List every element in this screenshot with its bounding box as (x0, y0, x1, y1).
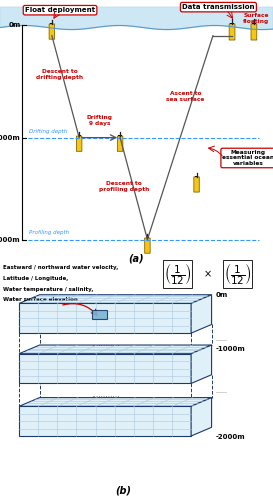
Text: Ascent to
sea surface: Ascent to sea surface (167, 92, 205, 102)
Text: ......: ...... (216, 338, 228, 342)
FancyBboxPatch shape (145, 238, 150, 253)
FancyBboxPatch shape (229, 24, 235, 40)
Text: Water surface elevation: Water surface elevation (3, 298, 78, 302)
Text: Measuring
essential ocean
variables: Measuring essential ocean variables (222, 150, 273, 166)
Polygon shape (19, 304, 191, 333)
Text: Float deployment: Float deployment (25, 7, 95, 13)
Polygon shape (191, 398, 212, 436)
Text: ......: ...... (216, 389, 228, 394)
Text: Surface
floating: Surface floating (243, 13, 269, 24)
Text: (b): (b) (115, 486, 131, 496)
Text: $\left(\dfrac{1}{12}\right)^{}$: $\left(\dfrac{1}{12}\right)^{}$ (164, 260, 191, 286)
Bar (146, 237, 149, 238)
Text: -2000m: -2000m (0, 236, 20, 242)
Bar (252, 22, 256, 24)
Text: Latitude / Longitude,: Latitude / Longitude, (3, 276, 68, 280)
Text: Descent to
drifting depth: Descent to drifting depth (37, 69, 84, 80)
Text: Profiling depth: Profiling depth (29, 230, 69, 235)
FancyBboxPatch shape (76, 136, 82, 152)
Text: -1000m: -1000m (0, 134, 20, 140)
Polygon shape (191, 345, 212, 384)
Polygon shape (19, 398, 212, 406)
Text: Water temperature / salinity,: Water temperature / salinity, (3, 286, 93, 292)
Text: 0m: 0m (8, 22, 20, 28)
Text: Drifting depth: Drifting depth (29, 128, 67, 134)
FancyBboxPatch shape (194, 177, 199, 192)
Text: $\times$: $\times$ (203, 268, 212, 279)
Text: -1000m: -1000m (216, 346, 245, 352)
Text: 0m: 0m (216, 292, 228, 298)
Bar (230, 22, 234, 24)
Text: Eastward / northward water velocity,: Eastward / northward water velocity, (3, 264, 118, 270)
Polygon shape (19, 354, 191, 384)
Polygon shape (19, 345, 212, 354)
Polygon shape (19, 294, 212, 304)
Bar (92, 310, 107, 318)
Text: ............: ............ (91, 339, 119, 348)
Text: ............: ............ (91, 390, 119, 400)
Text: Data transmission: Data transmission (182, 4, 255, 10)
FancyBboxPatch shape (49, 24, 55, 39)
Text: Drifting
9 days: Drifting 9 days (87, 115, 113, 126)
Text: (a): (a) (129, 254, 144, 264)
Text: Descent to
profiling depth: Descent to profiling depth (99, 181, 149, 192)
Bar (50, 23, 54, 24)
Text: $\left(\dfrac{1}{12}\right)^{}$: $\left(\dfrac{1}{12}\right)^{}$ (224, 260, 251, 286)
Polygon shape (19, 406, 191, 436)
Text: -2000m: -2000m (216, 434, 245, 440)
FancyBboxPatch shape (251, 24, 257, 40)
Polygon shape (191, 294, 212, 333)
FancyBboxPatch shape (117, 136, 123, 152)
Bar (118, 135, 122, 136)
Bar (78, 135, 81, 136)
Bar (195, 176, 198, 177)
